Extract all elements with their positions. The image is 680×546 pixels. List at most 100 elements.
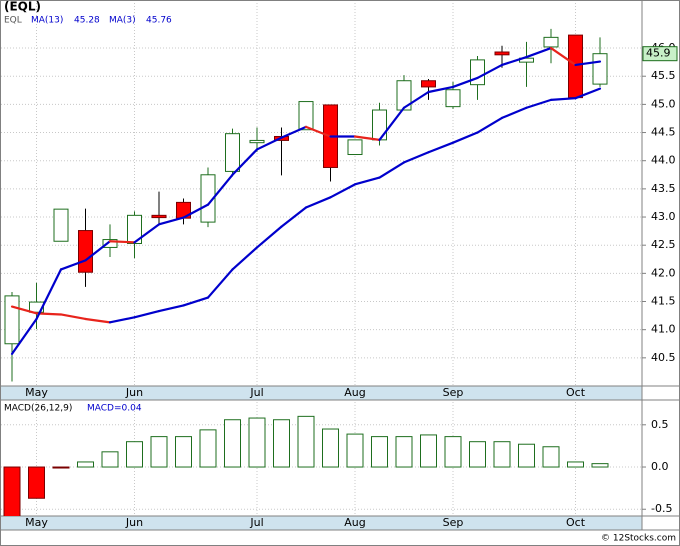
y-tick-label: 44.0 xyxy=(651,154,676,167)
macd-legend: MACD=0.04 xyxy=(87,404,142,414)
legend-value: 45.76 xyxy=(146,16,172,26)
candle-body xyxy=(421,80,436,88)
ma-segment xyxy=(500,55,528,67)
ma-segment xyxy=(108,240,136,244)
macd-bar xyxy=(150,436,168,468)
ma-segment xyxy=(402,151,430,164)
candle-body xyxy=(470,59,485,86)
macd-bar xyxy=(52,466,70,469)
y-tick-label: 41.0 xyxy=(651,323,676,336)
candle-body xyxy=(592,53,608,85)
ma-segment xyxy=(304,196,332,209)
candle-body xyxy=(249,139,265,144)
x-tick-label: Jul xyxy=(249,516,263,529)
ma-segment xyxy=(427,85,455,94)
ma-segment xyxy=(59,259,87,271)
x-tick-label: Sep xyxy=(443,386,464,399)
y-tick-label: 42.0 xyxy=(651,266,676,279)
candle-body xyxy=(298,101,314,131)
y-tick-label: 41.5 xyxy=(651,295,676,308)
ma-segment xyxy=(231,148,259,176)
macd-bar xyxy=(224,419,241,468)
macd-bar xyxy=(126,441,143,468)
macd-bar xyxy=(591,463,609,468)
macd-bar xyxy=(395,436,413,468)
ma-segment xyxy=(549,97,577,101)
ma-segment xyxy=(206,268,234,299)
ma-segment xyxy=(255,136,283,151)
macd-bar xyxy=(518,443,535,468)
ma-segment xyxy=(500,106,528,120)
y-tick-label: 42.5 xyxy=(651,238,676,251)
macd-bar xyxy=(542,446,560,468)
x-tick-label: May xyxy=(25,516,48,529)
x-axis-band xyxy=(1,386,642,400)
ma-segment xyxy=(353,135,381,141)
macd-bar xyxy=(469,441,486,468)
ma-segment xyxy=(476,116,504,134)
macd-bar xyxy=(248,417,266,468)
footer: © 12Stocks.com xyxy=(601,534,676,544)
y-tick-label: 0.0 xyxy=(651,460,669,473)
macd-bar xyxy=(297,415,315,468)
ma-segment xyxy=(329,183,357,199)
macd-bar xyxy=(3,466,21,516)
macd-bar xyxy=(371,436,388,468)
ma-segment xyxy=(451,76,479,89)
ma-segment xyxy=(35,268,63,321)
ma-segment xyxy=(182,203,210,219)
y-tick-label: 43.5 xyxy=(651,182,676,195)
chart-title: (EQL) xyxy=(4,0,41,14)
ma-segment xyxy=(255,225,283,249)
candle-body xyxy=(225,133,240,172)
ma-segment xyxy=(182,296,210,307)
ma-segment xyxy=(84,240,112,262)
macd-bar xyxy=(493,441,511,468)
ma-segment xyxy=(378,106,406,141)
candle-body xyxy=(102,239,118,248)
macd-plot xyxy=(1,402,642,516)
x-tick-label: Aug xyxy=(344,516,365,529)
candle-body xyxy=(372,109,387,141)
macd-bar xyxy=(28,466,45,499)
ma-segment xyxy=(525,46,553,59)
y-tick-label: 0.5 xyxy=(651,418,669,431)
x-tick-label: Jun xyxy=(125,386,143,399)
candle-body xyxy=(78,230,93,273)
macd-title: MACD(26,12,9) xyxy=(4,404,72,414)
macd-bar xyxy=(199,429,217,468)
ma-segment xyxy=(157,216,185,226)
macd-bar xyxy=(77,461,94,468)
candle-body xyxy=(494,51,510,56)
legend-entry: MA(3) xyxy=(109,16,136,26)
ma-segment xyxy=(231,246,259,271)
ma-segment xyxy=(157,304,185,313)
macd-bar xyxy=(273,419,290,468)
ma-segment xyxy=(378,161,406,179)
macd-bar xyxy=(322,428,339,468)
ma-segment xyxy=(10,305,38,315)
macd-bar xyxy=(346,433,364,468)
ma-segment xyxy=(574,60,602,67)
price-label: 45.9 xyxy=(646,47,671,60)
legend-entry: MA(13) xyxy=(31,16,63,26)
y-tick-label: 44.5 xyxy=(651,126,676,139)
ma-segment xyxy=(108,316,136,324)
legend-value: 45.28 xyxy=(74,16,100,26)
ma-segment xyxy=(280,206,308,228)
ma-segment xyxy=(59,313,87,321)
x-tick-label: Oct xyxy=(566,516,586,529)
ma-segment xyxy=(84,317,112,324)
x-tick-label: Sep xyxy=(443,516,464,529)
ma-segment xyxy=(574,87,602,100)
y-tick-label: 45.0 xyxy=(651,97,676,110)
candle-body xyxy=(568,34,583,99)
macd-bar xyxy=(101,451,119,468)
ma-segment xyxy=(549,46,577,67)
ma-segment xyxy=(280,125,308,139)
macd-bar xyxy=(420,434,437,468)
candle-body xyxy=(396,80,412,111)
ma-segment xyxy=(402,90,430,109)
x-tick-label: May xyxy=(25,386,48,399)
